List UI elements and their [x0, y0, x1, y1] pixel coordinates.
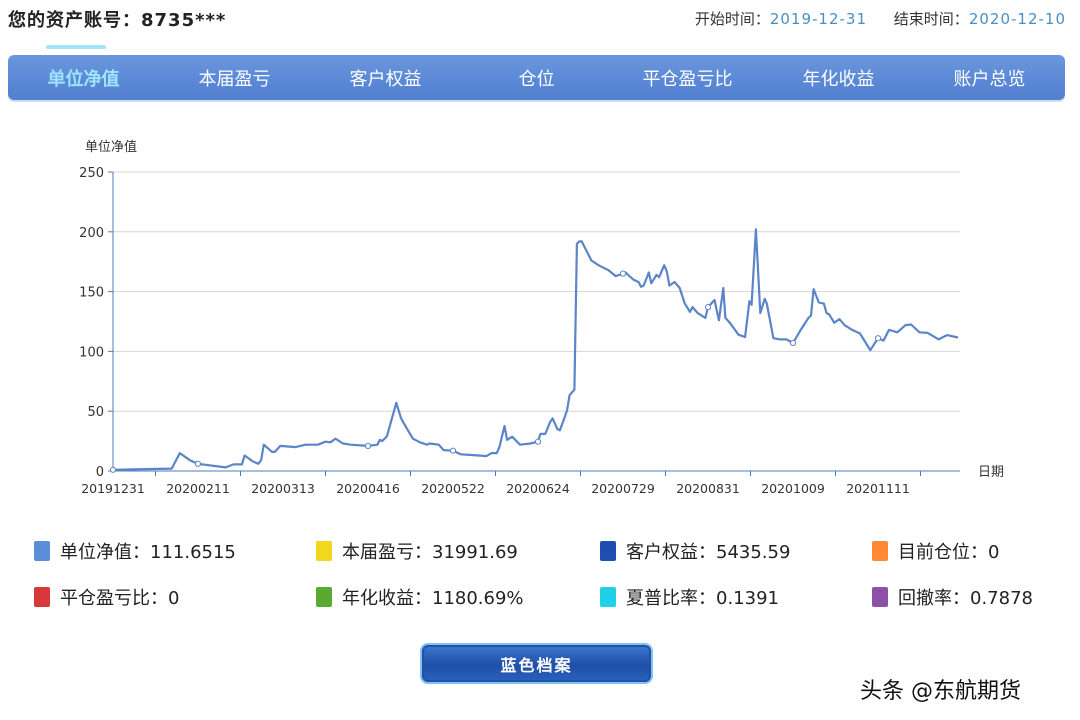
tab-account-overview[interactable]: 账户总览	[953, 68, 1026, 90]
data-point	[364, 442, 372, 449]
swatch-icon	[600, 541, 616, 561]
swatch-icon	[872, 587, 888, 607]
x-tick-label: 20200522	[421, 481, 485, 496]
x-tick-label: 20201009	[761, 481, 825, 496]
start-label: 开始时间：	[694, 10, 770, 28]
y-tick-label: 200	[79, 226, 104, 241]
x-tick-label: 20200729	[591, 481, 655, 496]
legend-label: 年化收益：1180.69%	[342, 588, 524, 609]
swatch-icon	[34, 541, 50, 561]
x-tick-label: 20200211	[166, 481, 230, 496]
legend-item: 本届盈亏：31991.69	[316, 538, 518, 564]
y-axis-title: 单位净值	[85, 139, 137, 155]
tab-position[interactable]: 仓位	[518, 68, 555, 90]
x-axis-title: 日期	[978, 465, 1004, 480]
x-tick-label: 20200416	[336, 481, 400, 496]
swatch-icon	[872, 541, 888, 561]
account-number: 您的资产账号：8735***	[8, 10, 227, 31]
legend-item: 平仓盈亏比：0	[34, 584, 179, 610]
legend-item: 夏普比率：0.1391	[600, 584, 779, 610]
legend-label: 客户权益：5435.59	[626, 542, 791, 563]
end-label: 结束时间：	[893, 10, 969, 28]
data-point	[874, 335, 882, 342]
legend-item: 年化收益：1180.69%	[316, 584, 524, 610]
y-tick-label: 250	[79, 166, 104, 181]
legend-label: 目前仓位：0	[898, 542, 1000, 563]
legend-item: 目前仓位：0	[872, 538, 999, 564]
start-date: 2019-12-31	[769, 10, 868, 28]
y-tick-label: 0	[96, 465, 104, 480]
line-chart: 单位净值 日期 0 50 100 150 200 250 20191231 20200211 2…	[79, 139, 1004, 496]
end-date: 2020-12-10	[968, 10, 1066, 28]
swatch-icon	[600, 587, 616, 607]
watermark: 头条 @东航期货	[860, 679, 1021, 704]
legend-item: 单位净值：111.6515	[34, 538, 236, 564]
legend-label: 平仓盈亏比：0	[60, 588, 180, 609]
legend-label: 单位净值：111.6515	[60, 542, 236, 563]
y-tick-label: 50	[87, 405, 104, 420]
data-point	[534, 438, 542, 445]
legend-label: 回撤率：0.7878	[898, 588, 1033, 609]
data-point	[194, 460, 202, 467]
tab-session-pnl[interactable]: 本届盈亏	[198, 68, 271, 90]
tab-bar: 单位净值 本届盈亏 客户权益 仓位 平仓盈亏比 年化收益 账户总览	[8, 44, 1065, 100]
x-tick-label: 20201111	[846, 481, 910, 496]
tab-close-pnl-ratio[interactable]: 平仓盈亏比	[642, 68, 733, 90]
data-point	[619, 270, 627, 277]
swatch-icon	[316, 587, 332, 607]
tab-unit-nav[interactable]: 单位净值	[8, 44, 159, 91]
y-tick-label: 150	[79, 286, 104, 301]
tab-client-equity[interactable]: 客户权益	[349, 68, 422, 90]
x-tick-label: 20200624	[506, 481, 570, 496]
y-tick-label: 100	[79, 345, 104, 360]
blue-archive-button[interactable]: 蓝色档案	[420, 643, 653, 684]
legend-item: 客户权益：5435.59	[600, 538, 790, 564]
swatch-icon	[316, 541, 332, 561]
x-tick-label: 20200831	[676, 481, 740, 496]
legend-item: 回撤率：0.7878	[872, 584, 1033, 610]
date-range: 开始时间：2019-12-31 结束时间：2020-12-10	[695, 8, 1066, 29]
data-point	[449, 447, 457, 454]
legend-label: 本届盈亏：31991.69	[342, 542, 518, 563]
data-point	[704, 304, 712, 311]
swatch-icon	[34, 587, 50, 607]
legend-label: 夏普比率：0.1391	[626, 588, 779, 609]
x-tick-label: 20191231	[81, 481, 145, 496]
data-point	[789, 339, 797, 347]
x-tick-label: 20200313	[251, 481, 315, 496]
tab-annual-return[interactable]: 年化收益	[802, 68, 875, 90]
data-point	[109, 466, 117, 473]
net-value-line	[112, 228, 959, 471]
